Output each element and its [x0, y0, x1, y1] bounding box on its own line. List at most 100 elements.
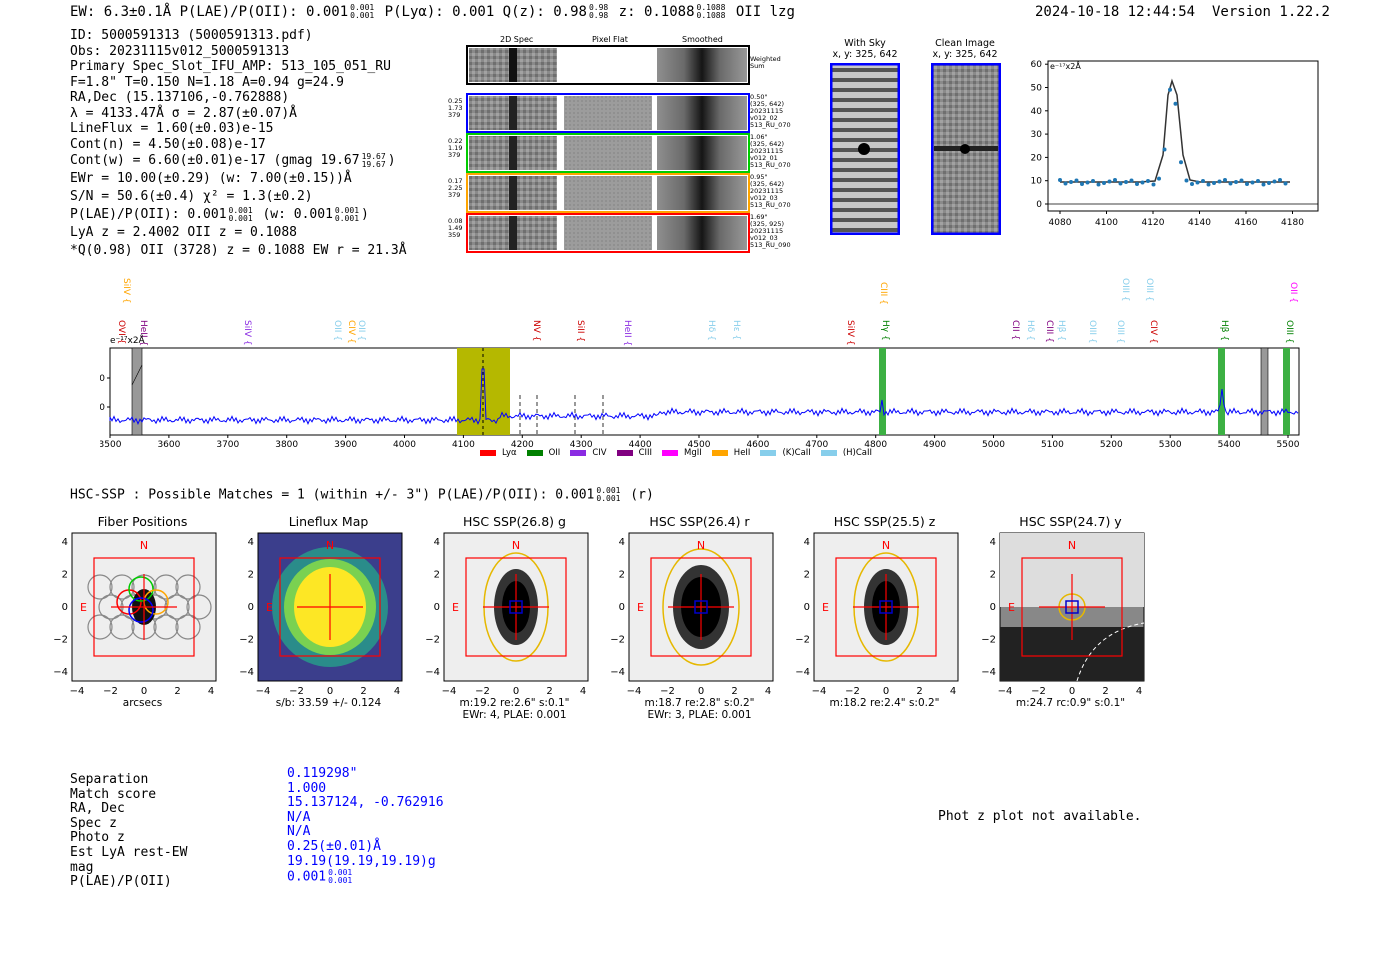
- fit-point: [1173, 101, 1178, 106]
- fit-curve: [1060, 78, 1290, 183]
- cutout-grid: [466, 45, 750, 253]
- spec-x-tick: 3500: [100, 440, 122, 450]
- spec-x-tick: 4300: [570, 440, 593, 450]
- hsc-panel-caption: m:24.7 rc:0.9" s:0.1": [1015, 697, 1126, 709]
- fit-point: [1157, 176, 1161, 181]
- summary-frac2: 0.98 0.98: [588, 3, 609, 20]
- spec-x-tick: 4200: [511, 440, 534, 450]
- y-tick: −2: [425, 635, 440, 646]
- spec-x-tick: 3600: [157, 440, 180, 450]
- ewr: EWr = 10.00(±0.29) (w: 7.00(±0.15))Å: [70, 171, 352, 186]
- spec-x-tick: 4900: [923, 440, 946, 450]
- row3-weights: 0.17 2.25 379: [448, 177, 463, 199]
- hsc-panel-image: N E −4 −2 0 2 4 4 2 0 −2 −4: [53, 532, 217, 697]
- line-label: OII {: [332, 320, 342, 341]
- exposure-row-2: [466, 133, 750, 173]
- row4-weights: 0.08 1.49 359: [448, 217, 463, 239]
- fit-x-tick: 4140: [1188, 218, 1211, 228]
- fit-x-tick: 4100: [1095, 218, 1118, 228]
- line-label: SiIV {: [121, 278, 131, 304]
- x-tick: 4: [950, 686, 956, 697]
- x-tick: −4: [812, 686, 827, 697]
- spec-x-tick: 3800: [275, 440, 298, 450]
- fit-point: [1278, 178, 1282, 182]
- version: Version 1.22.2: [1211, 4, 1330, 20]
- fit-units: e⁻¹⁷x2Å: [1050, 62, 1081, 71]
- line-label: Hβ {: [1219, 320, 1229, 342]
- legend-swatch: [480, 450, 496, 456]
- y-tick: 0: [62, 602, 68, 613]
- hsc-panel-image: N E −4 −2 0 2 4 4 2 0 −2 −4: [795, 532, 959, 697]
- legend-swatch: [662, 450, 679, 456]
- col-pixflat: Pixel Flat: [592, 35, 628, 44]
- x-tick: −2: [660, 686, 675, 697]
- east-label: E: [452, 601, 459, 614]
- lya-line: LyA z = 2.4002 OII z = 0.1088: [70, 225, 297, 240]
- x-tick: −4: [442, 686, 457, 697]
- fit-point: [1063, 181, 1068, 186]
- line-label: OII {: [356, 320, 366, 341]
- line-label: NV {: [531, 320, 541, 342]
- line-label: Hδ {: [706, 320, 716, 341]
- spectrum-legend: Lyα OII CIV CIII MgII HeII (K)CaII (H)CaII: [480, 448, 882, 458]
- fit-point: [1223, 178, 1227, 182]
- y-tick: 2: [62, 570, 68, 581]
- x-tick: −4: [70, 686, 85, 697]
- hsc-panel-caption: arcsecs: [122, 697, 163, 709]
- fit-point: [1107, 179, 1112, 184]
- y-tick: −4: [425, 667, 440, 678]
- fit-point: [1069, 180, 1073, 184]
- north-label: N: [512, 539, 520, 552]
- col-smoothed: Smoothed: [682, 35, 723, 44]
- match-values: 0.119298" 1.000 15.137124, -0.762916 N/A N/A…: [287, 766, 444, 886]
- legend-swatch: [820, 450, 837, 456]
- exposure-row-3: [466, 173, 750, 213]
- match-value: 19.19(19.19,19.19)g: [287, 853, 436, 869]
- fit-point: [1080, 182, 1084, 186]
- y-tick: 0: [248, 602, 254, 613]
- summary-line: EW: 6.3±0.1Å P(LAE)/P(OII): 0.001 0.001 0.…: [70, 3, 795, 21]
- hsc-panel-caption: m:18.7 re:2.8" s:0.2" EWr: 3, PLAE: 0.001: [644, 697, 755, 721]
- spec-x-tick: 5000: [982, 440, 1005, 450]
- fit-point: [1190, 182, 1194, 186]
- fit-point: [1250, 180, 1255, 185]
- fit-point: [1102, 181, 1106, 185]
- line-label: Hδ {: [1025, 320, 1035, 341]
- fit-point: [1129, 178, 1134, 183]
- fit-point: [1135, 182, 1139, 186]
- spectrum-y-ticks: 2040: [100, 374, 110, 413]
- east-label: E: [266, 601, 273, 614]
- line-label: SiII {: [575, 320, 585, 343]
- match-value: 0.119298": [287, 766, 358, 781]
- plae-line: P(LAE)/P(OII): 0.001 0.001 0.001 (w: 0.001…: [70, 205, 369, 223]
- with-sky-title: With Sky x, y: 325, 642: [832, 38, 898, 60]
- row2-notes: 1.06" (325, 642) 20231115 v012_01 513_RU_070: [750, 133, 791, 169]
- x-tick: 0: [698, 686, 704, 697]
- legend-item: (K)CaII: [760, 448, 811, 458]
- hsc-panel-title: Fiber Positions: [97, 514, 188, 529]
- exposure-row-4: [466, 213, 750, 253]
- spectrum-x-ticks: 3500 3600 3700 3800 3900 4000 4100 4200 4300 4400…: [100, 435, 1300, 450]
- north-label: N: [326, 539, 334, 552]
- line-label: OII {: [1288, 282, 1298, 303]
- fit-point: [1058, 178, 1062, 182]
- x-tick: 4: [208, 686, 214, 697]
- legend-item: HeII: [711, 448, 750, 458]
- spec-y-tick: 20: [100, 403, 105, 413]
- spec-x-tick: 4500: [688, 440, 711, 450]
- match-value: 15.137124, -0.762916: [287, 795, 444, 811]
- fit-point: [1272, 179, 1277, 184]
- y-tick: −2: [981, 635, 996, 646]
- match-labels: Separation Match score RA, Dec Spec z Photo …: [70, 772, 187, 890]
- line-label: Hγ {: [880, 320, 890, 341]
- match-value: 0.001 0.001 0.001: [287, 868, 353, 886]
- obs-id: Obs: 20231115v012_5000591313: [70, 43, 290, 59]
- hsc-panel-title: HSC SSP(26.8) g: [463, 514, 566, 529]
- x-tick: −2: [289, 686, 304, 697]
- fit-point: [1168, 87, 1172, 92]
- x-tick: −2: [1031, 686, 1046, 697]
- legend-item: OII: [526, 448, 560, 458]
- y-tick: −4: [239, 667, 254, 678]
- info-block: ID: 5000591313 (5000591313.pdf) Obs: 202…: [70, 28, 407, 260]
- fit-x-tick: 4080: [1049, 218, 1072, 228]
